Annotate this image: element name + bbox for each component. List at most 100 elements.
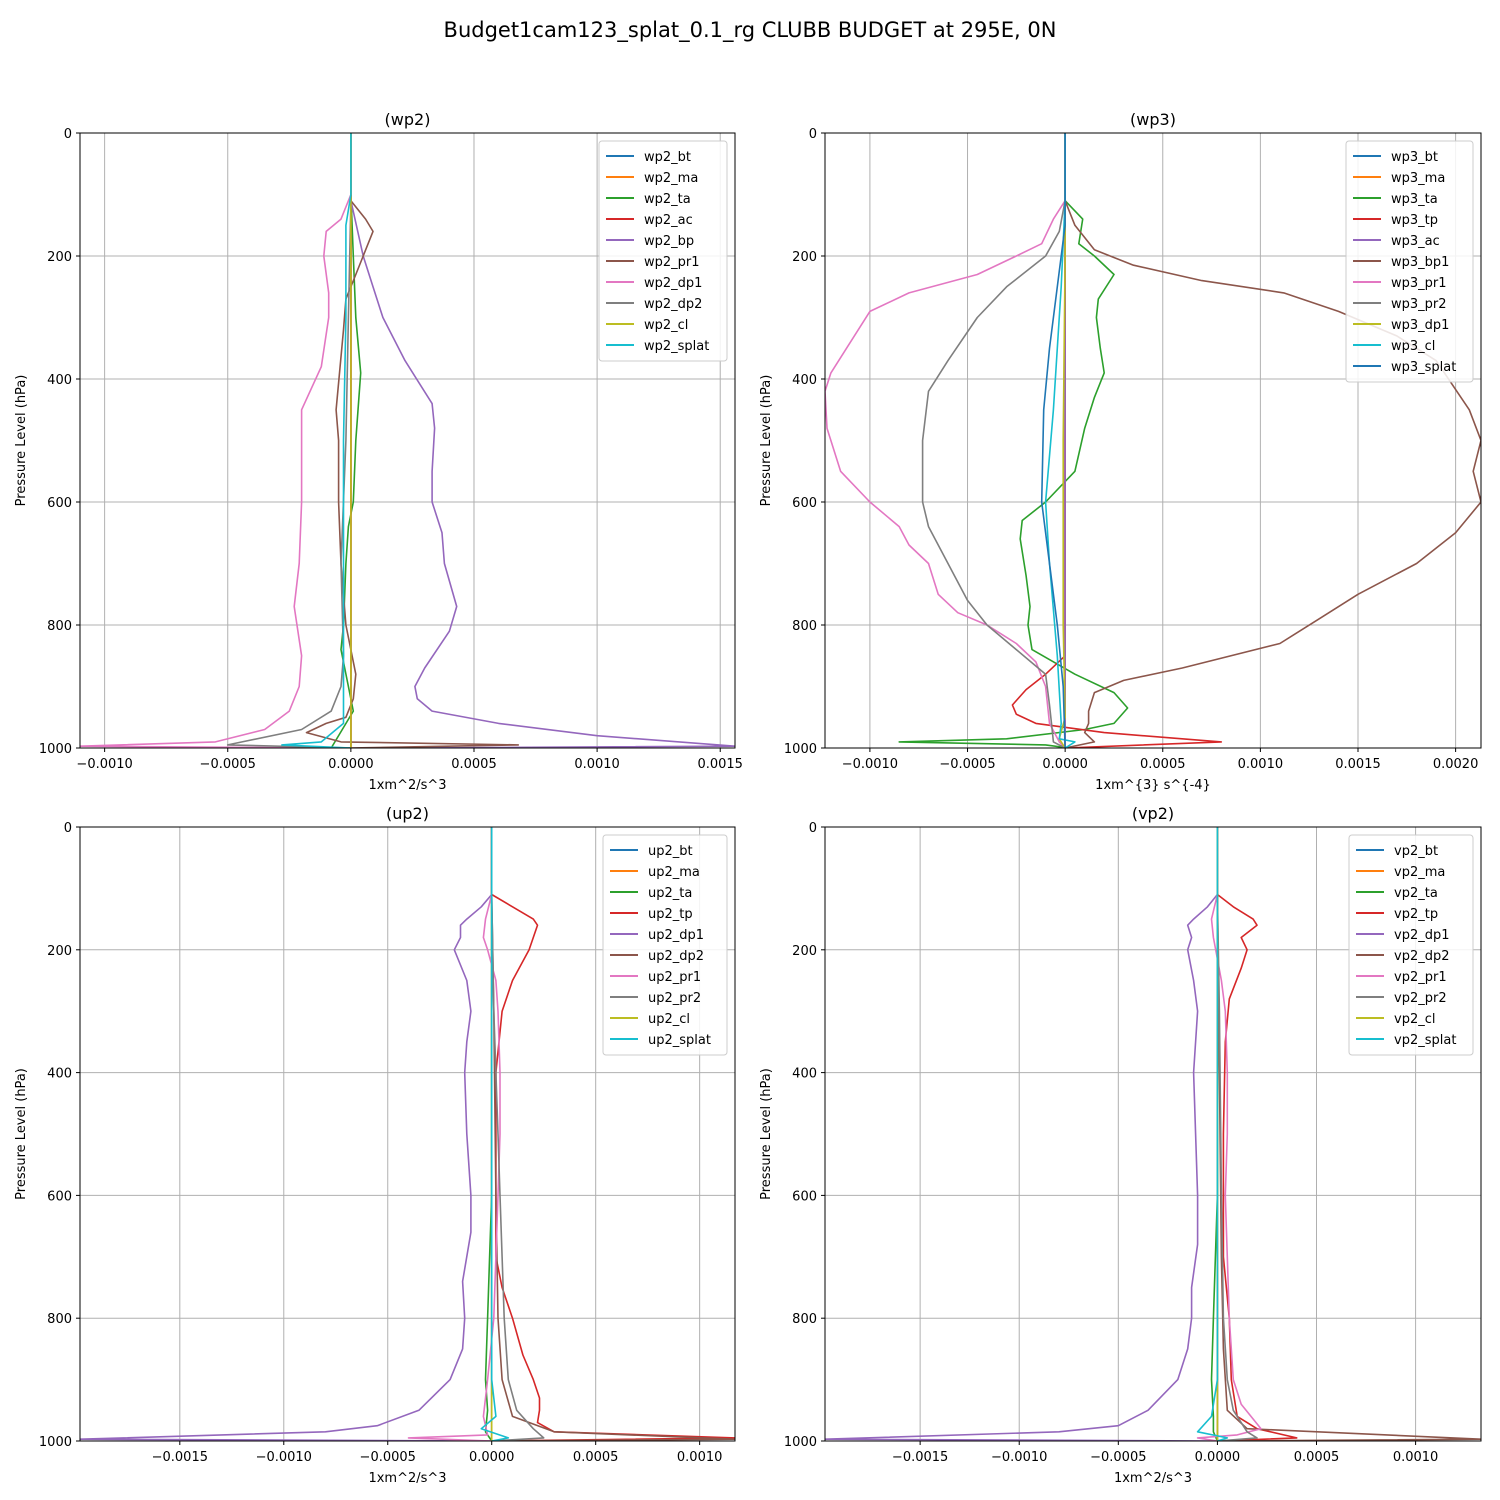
series-line-vp2_splat: [1196, 827, 1229, 1441]
x-tick-label: −0.0010: [991, 1450, 1047, 1465]
x-tick-label: −0.0005: [360, 1450, 416, 1465]
legend-label: wp2_cl: [644, 318, 688, 333]
series-line-vp2_tp: [1216, 827, 1298, 1441]
y-tick-label: 400: [47, 373, 72, 388]
series-group: [80, 133, 735, 748]
legend-label: wp3_pr2: [1391, 297, 1447, 312]
legend-label: up2_dp1: [648, 928, 704, 943]
legend-label: up2_cl: [648, 1012, 690, 1027]
x-tick-label: 0.0000: [328, 757, 374, 772]
legend-label: vp2_cl: [1394, 1012, 1435, 1027]
series-line-wp3_pr1: [825, 133, 1066, 748]
axes-frame: [79, 826, 736, 1442]
x-tick-label: 0.0010: [1238, 757, 1284, 772]
y-tick-label: 800: [47, 1312, 72, 1327]
x-tick-label: 0.0000: [1042, 757, 1088, 772]
y-tick-label: 200: [792, 250, 817, 265]
legend-label: vp2_ma: [1394, 865, 1445, 880]
x-tick-label: 0.0000: [1195, 1450, 1241, 1465]
x-tick-label: 0.0010: [1393, 1450, 1439, 1465]
series-line-wp2_dp1: [80, 133, 352, 748]
x-tick-label: 0.0005: [451, 757, 497, 772]
series-line-up2_dp1: [80, 827, 493, 1441]
legend-label: up2_ma: [648, 865, 700, 880]
series-line-up2_tp: [490, 827, 735, 1441]
x-tick-label: −0.0015: [152, 1450, 208, 1465]
x-axis-label: 1xm^2/s^3: [1114, 1471, 1192, 1486]
y-tick-label: 1000: [784, 742, 817, 757]
legend-label: vp2_bt: [1394, 844, 1438, 859]
panel-title: (vp2): [1132, 804, 1174, 823]
legend-label: wp2_pr1: [644, 255, 700, 270]
x-tick-label: −0.0005: [1090, 1450, 1146, 1465]
x-tick-label: 0.0020: [1433, 757, 1479, 772]
y-tick-label: 1000: [784, 1435, 817, 1450]
legend-label: up2_ta: [648, 886, 692, 901]
y-tick-label: 1000: [39, 1435, 72, 1450]
x-tick-label: 0.0005: [1140, 757, 1186, 772]
legend-label: wp3_bp1: [1391, 255, 1449, 270]
series-line-up2_pr2: [490, 827, 545, 1441]
y-tick-label: 400: [47, 1067, 72, 1082]
figure-title: Budget1cam123_splat_0.1_rg CLUBB BUDGET …: [444, 18, 1057, 43]
series-line-vp2_pr1: [1196, 827, 1262, 1441]
series-line-wp3_pr2: [921, 133, 1066, 748]
y-tick-label: 0: [809, 821, 817, 836]
x-tick-label: 0.0005: [1294, 1450, 1340, 1465]
legend-label: wp3_tp: [1391, 213, 1438, 228]
legend-frame: [602, 834, 728, 1056]
series-line-wp2_pr1: [305, 133, 520, 748]
series-line-wp2_bp: [350, 133, 735, 748]
x-tick-label: −0.0015: [892, 1450, 948, 1465]
legend-label: up2_dp2: [648, 949, 704, 964]
legend-label: wp3_dp1: [1391, 318, 1449, 333]
x-axis-label: 1xm^2/s^3: [368, 778, 446, 793]
series-line-up2_splat: [480, 827, 510, 1441]
series-line-vp2_ta: [1210, 827, 1219, 1441]
axes-frame: [79, 132, 736, 749]
chart-panel-up2: −0.0015 −0.0010 −0.0005 0.0000 0.0005 0.0010 0…: [14, 804, 736, 1486]
legend-label: up2_pr1: [648, 970, 701, 985]
legend-label: wp2_bt: [644, 150, 691, 165]
x-axis-label: 1xm^{3} s^{-4}: [1095, 778, 1211, 793]
x-tick-label: 0.0015: [1335, 757, 1381, 772]
legend-label: vp2_dp2: [1394, 949, 1450, 964]
y-tick-label: 600: [792, 1189, 817, 1204]
x-tick-label: 0.0010: [574, 757, 620, 772]
y-tick-label: 200: [47, 250, 72, 265]
y-axis-label: Pressure Level (hPa): [759, 375, 774, 507]
series-group: [825, 827, 1481, 1441]
x-tick-label: −0.0005: [200, 757, 256, 772]
series-line-wp3_ta: [898, 133, 1129, 748]
y-tick-label: 800: [47, 619, 72, 634]
axes-frame: [824, 132, 1482, 749]
legend-label: wp2_ta: [644, 192, 691, 207]
legend-label: wp2_splat: [644, 339, 709, 354]
y-tick-label: 600: [47, 496, 72, 511]
y-axis-label: Pressure Level (hPa): [759, 1068, 774, 1200]
y-tick-label: 200: [47, 944, 72, 959]
y-tick-label: 0: [64, 821, 72, 836]
series-line-vp2_pr2: [1216, 827, 1258, 1441]
legend-label: vp2_ta: [1394, 886, 1438, 901]
panel-title: (wp2): [385, 110, 431, 129]
x-tick-label: −0.0010: [842, 757, 898, 772]
chart-panel-vp2: −0.0015 −0.0010 −0.0005 0.0000 0.0005 0.0010 0…: [759, 804, 1482, 1486]
x-axis-label: 1xm^2/s^3: [368, 1471, 446, 1486]
y-axis-label: Pressure Level (hPa): [14, 1068, 29, 1200]
series-line-wp2_splat: [281, 133, 352, 748]
legend-label: wp3_splat: [1391, 360, 1456, 375]
y-tick-label: 800: [792, 619, 817, 634]
y-axis-label: Pressure Level (hPa): [14, 375, 29, 507]
x-tick-label: −0.0005: [939, 757, 995, 772]
legend-label: wp2_dp2: [644, 297, 702, 312]
legend-frame: [1348, 834, 1474, 1056]
legend-label: up2_tp: [648, 907, 693, 922]
series-line-wp3_tp: [1011, 133, 1223, 748]
x-tick-label: −0.0010: [256, 1450, 312, 1465]
y-tick-label: 400: [792, 373, 817, 388]
legend-label: wp2_ac: [644, 213, 693, 228]
legend-label: vp2_dp1: [1394, 928, 1450, 943]
legend-frame: [598, 140, 728, 362]
y-tick-label: 600: [47, 1189, 72, 1204]
